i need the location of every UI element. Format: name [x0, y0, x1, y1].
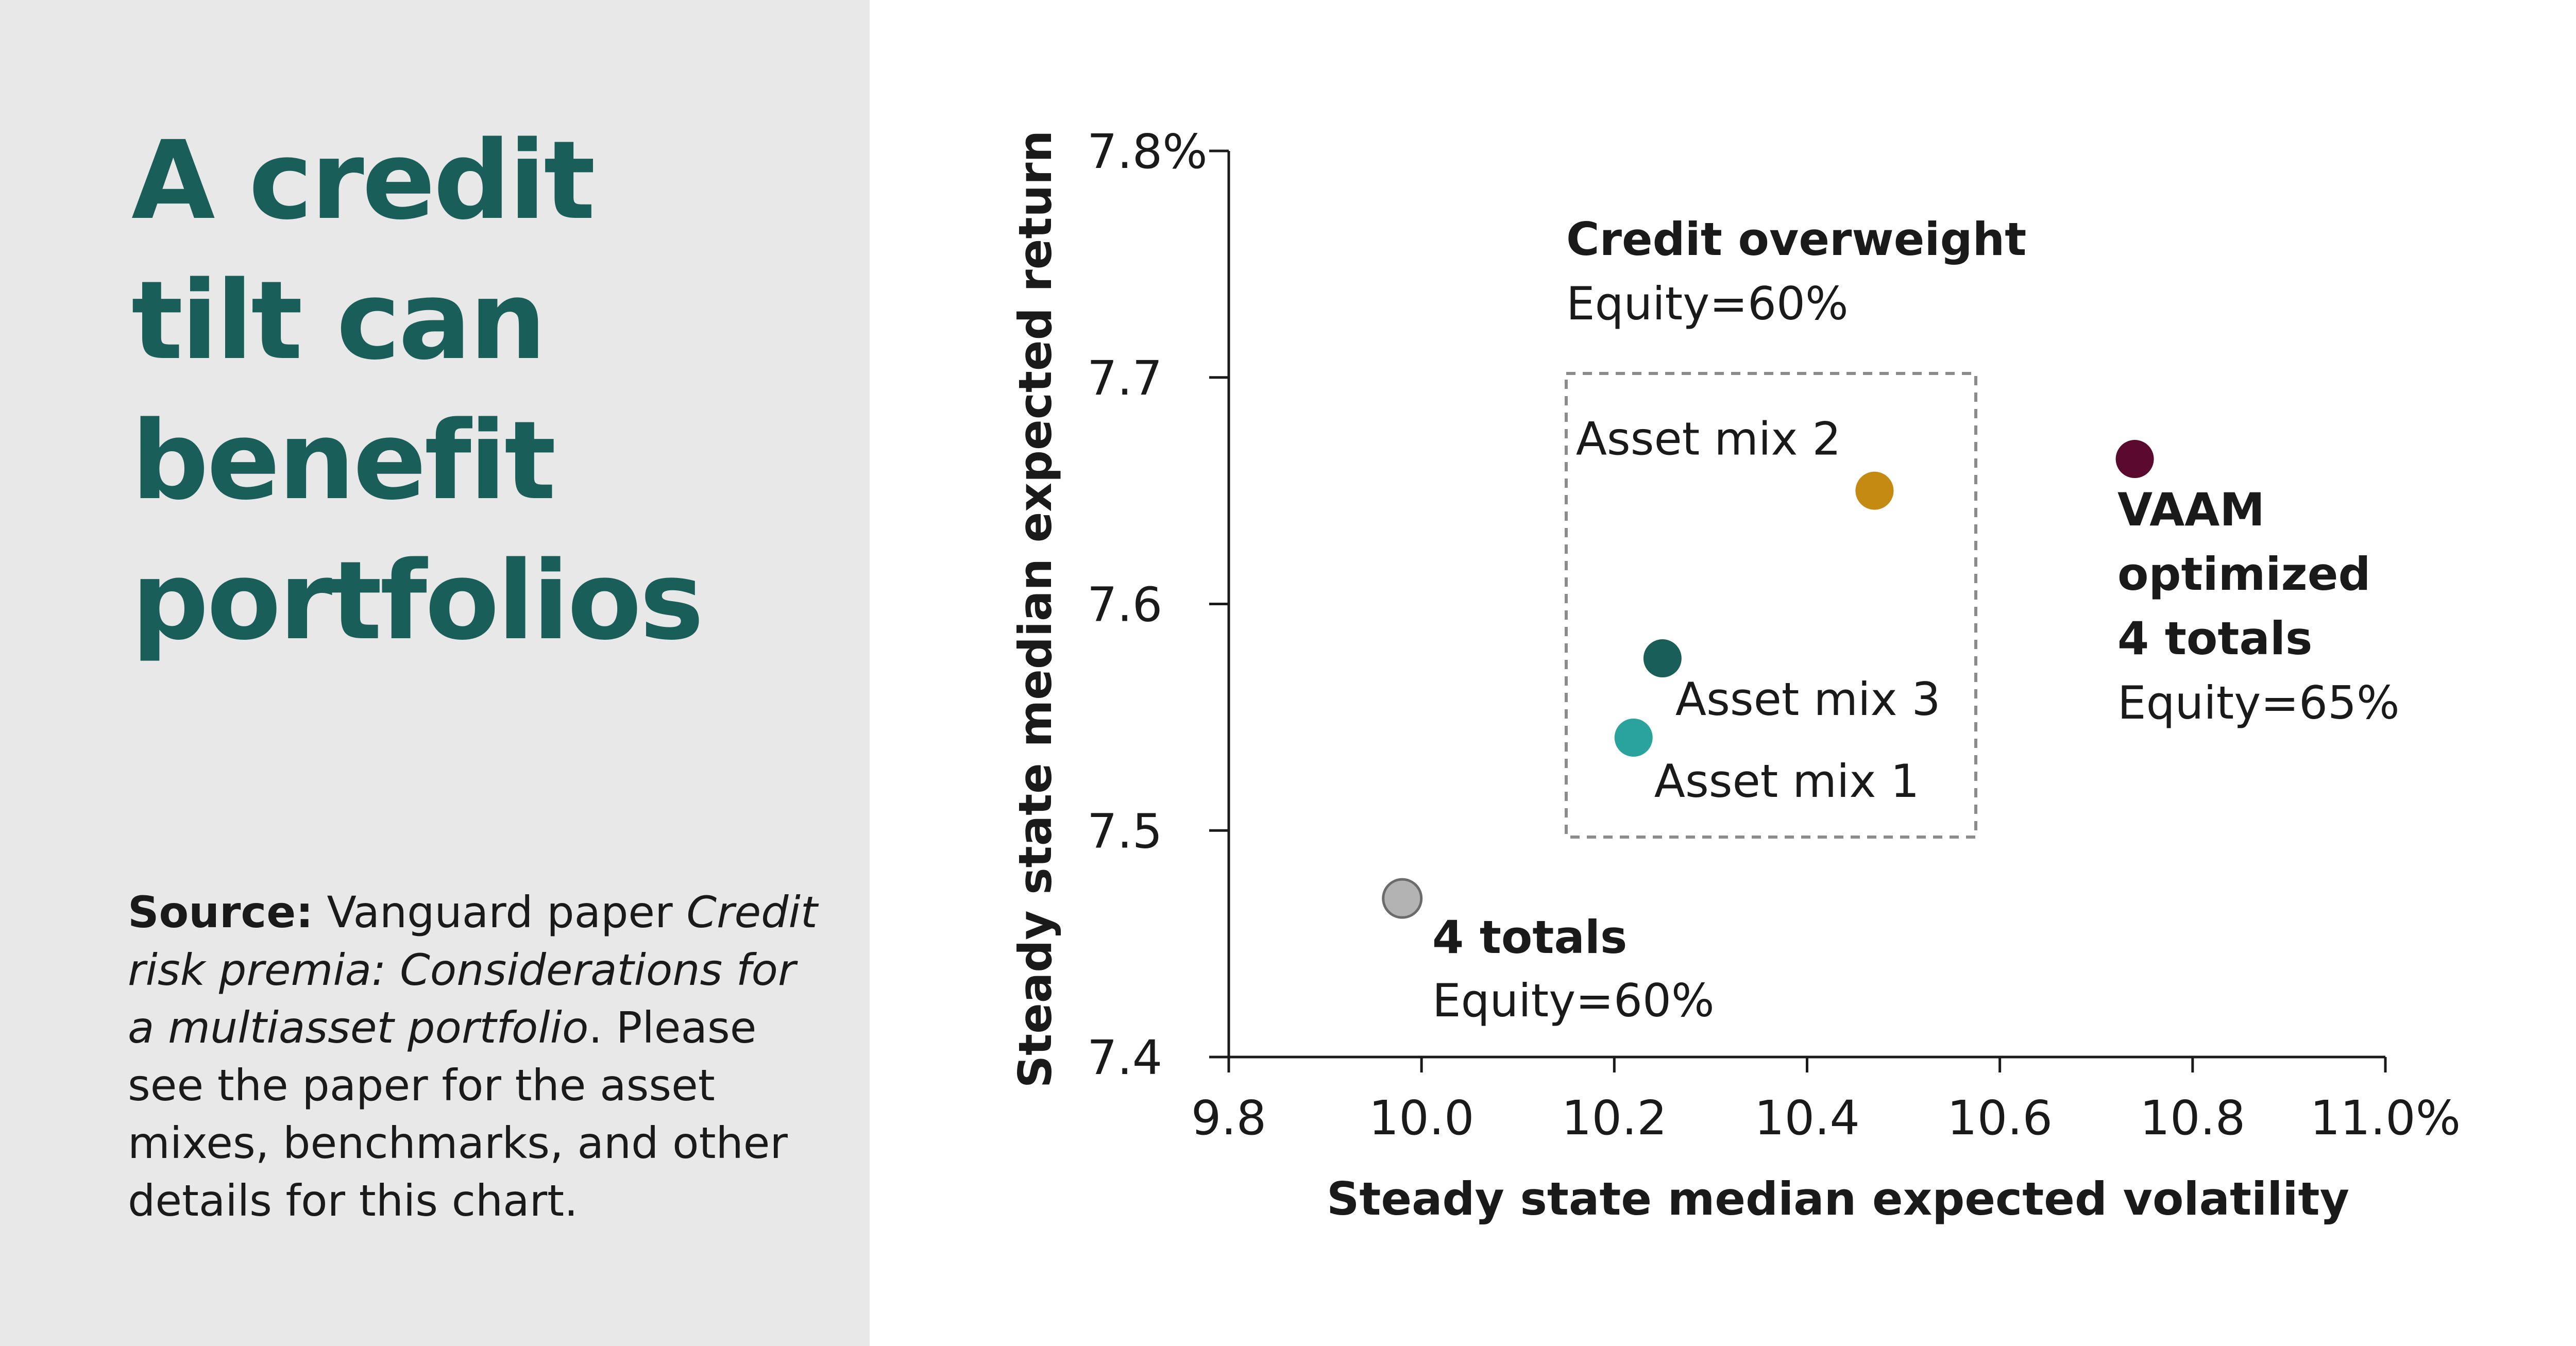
- annotation-4-totals-equity: Equity=60%: [1432, 974, 1715, 1027]
- point-asset-mix-2: [1855, 471, 1894, 510]
- y-tick-label: 7.4: [1087, 1030, 1162, 1085]
- label-asset-mix-3: Asset mix 3: [1675, 673, 1941, 726]
- x-tick-label: 10.6: [1947, 1091, 2053, 1146]
- headline: A credit tilt can benefit portfolios: [131, 111, 801, 671]
- x-tick-label: 10.8: [2140, 1091, 2245, 1146]
- left-panel: A credit tilt can benefit portfolios Sou…: [0, 0, 870, 1346]
- y-tick-label: 7.6: [1087, 577, 1162, 633]
- y-tick-label: 7.7: [1087, 351, 1162, 406]
- source-note: Source: Vanguard paper Credit risk premi…: [128, 883, 818, 1230]
- chart-labels: Asset mix 2 Asset mix 3 Asset mix 1 Credit …: [1432, 213, 2400, 1027]
- point-asset-mix-3: [1643, 639, 1682, 678]
- source-paper-title: Credit risk premia: Considerations for a…: [128, 887, 818, 1053]
- point-4-totals: [1382, 878, 1423, 919]
- x-axis-title: Steady state median expected volatility: [1327, 1172, 2349, 1225]
- headline-line: tilt can: [131, 258, 547, 384]
- credit-overweight-box: [1565, 372, 1977, 839]
- x-tick-label: 10.4: [1754, 1091, 1860, 1146]
- headline-line: portfolios: [131, 538, 704, 664]
- source-text-after: . Please see the paper for the asset mix…: [128, 1002, 788, 1226]
- y-tick-label: 7.5: [1087, 804, 1162, 859]
- source-label: Source:: [128, 887, 313, 938]
- annotation-vaam-line1: VAAM: [2117, 483, 2265, 536]
- y-tick-label: 7.8%: [1087, 124, 1208, 179]
- label-asset-mix-1: Asset mix 1: [1654, 755, 1920, 808]
- chart-axes: 9.8 10.0 10.2 10.4 10.6 10.8 11.0% 7.4 7.5 7.6 7.7…: [1009, 124, 2461, 1225]
- label-asset-mix-2: Asset mix 2: [1576, 413, 1841, 466]
- annotation-vaam-line2: optimized: [2117, 548, 2370, 601]
- annotation-credit-overweight-equity: Equity=60%: [1566, 277, 1849, 330]
- annotation-credit-overweight-title: Credit overweight: [1566, 213, 2026, 266]
- x-tick-label: 9.8: [1191, 1091, 1266, 1146]
- headline-line: A credit: [131, 117, 596, 244]
- credit-overweight-box-layer: [1565, 372, 1977, 839]
- annotation-4-totals-title: 4 totals: [1432, 911, 1627, 964]
- x-tick-label: 11.0%: [2310, 1091, 2461, 1146]
- point-asset-mix-1: [1614, 718, 1653, 757]
- headline-line: benefit: [131, 398, 556, 524]
- x-tick-label: 10.2: [1562, 1091, 1667, 1146]
- data-points: [1382, 440, 2154, 919]
- y-axis-title: Steady state median expected return: [1009, 130, 1062, 1088]
- annotation-vaam-equity: Equity=65%: [2117, 676, 2400, 729]
- x-tick-label: 10.0: [1369, 1091, 1475, 1146]
- annotation-vaam-line3: 4 totals: [2117, 612, 2312, 665]
- point-vaam-optimized-4-totals: [2115, 440, 2154, 479]
- source-text-before: Vanguard paper: [327, 887, 673, 938]
